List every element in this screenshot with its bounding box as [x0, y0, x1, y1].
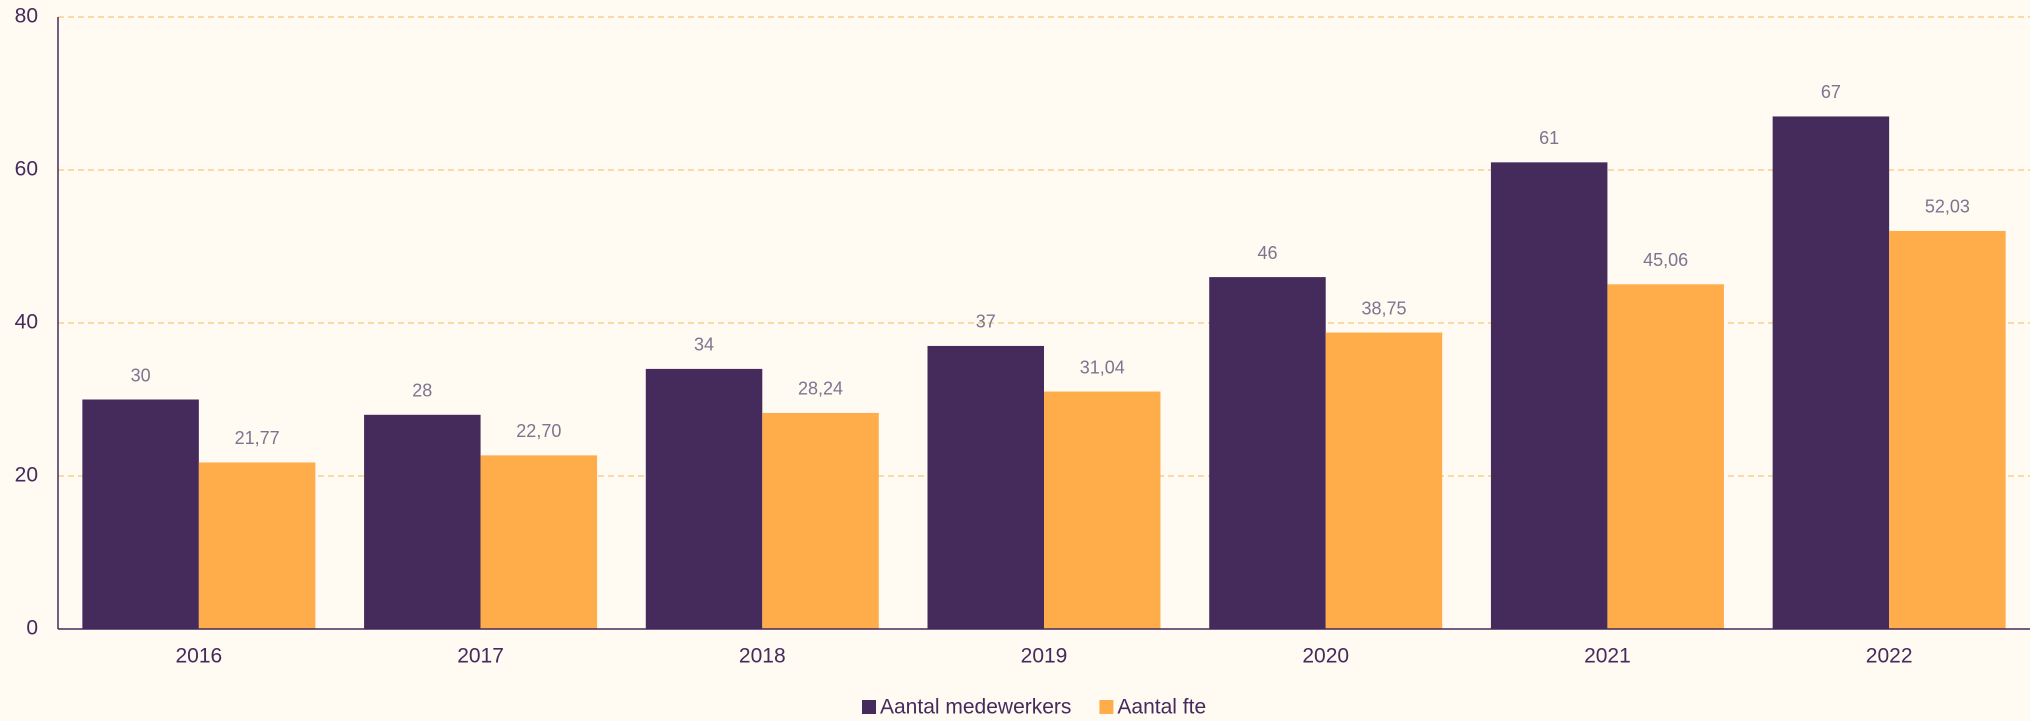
legend-swatch — [862, 700, 876, 714]
bar — [1607, 284, 1724, 629]
bar — [927, 345, 1044, 629]
x-tick-label: 2019 — [1021, 645, 1068, 668]
value-label: 52,03 — [1925, 197, 1970, 217]
bar — [645, 368, 763, 629]
bar — [1889, 230, 2006, 629]
y-tick-label: 60 — [15, 158, 38, 181]
y-tick-label: 20 — [15, 464, 38, 487]
bar — [364, 414, 481, 629]
value-label: 28,24 — [798, 379, 843, 399]
bar — [1490, 162, 1608, 629]
bar — [1325, 332, 1443, 629]
value-label: 61 — [1539, 128, 1559, 148]
x-tick-label: 2017 — [457, 645, 504, 668]
bar — [480, 455, 598, 629]
value-label: 38,75 — [1361, 298, 1406, 318]
y-tick-label: 0 — [26, 617, 38, 640]
bar — [762, 412, 879, 629]
value-label: 46 — [1257, 243, 1277, 263]
value-label: 67 — [1821, 82, 1841, 102]
value-label: 21,77 — [235, 428, 280, 448]
bar — [198, 462, 316, 629]
value-label: 22,70 — [516, 421, 561, 441]
x-tick-label: 2018 — [739, 645, 786, 668]
bar — [1772, 116, 1890, 629]
x-tick-label: 2021 — [1584, 645, 1631, 668]
value-label: 34 — [694, 335, 714, 355]
x-tick-label: 2022 — [1866, 645, 1913, 668]
x-tick-label: 2016 — [175, 645, 222, 668]
value-label: 37 — [976, 312, 996, 332]
value-label: 28 — [412, 381, 432, 401]
x-tick-label: 2020 — [1302, 645, 1349, 668]
y-tick-label: 80 — [15, 5, 38, 28]
value-label: 45,06 — [1643, 250, 1688, 270]
bar — [82, 399, 199, 629]
value-label: 31,04 — [1080, 357, 1125, 377]
y-tick-label: 40 — [15, 311, 38, 334]
legend-label: Aantal medewerkers — [880, 696, 1071, 719]
bar — [1044, 391, 1161, 629]
legend-swatch — [1099, 700, 1114, 714]
bar — [1209, 277, 1326, 629]
value-label: 30 — [131, 365, 151, 385]
legend-label: Aantal fte — [1117, 696, 1206, 719]
